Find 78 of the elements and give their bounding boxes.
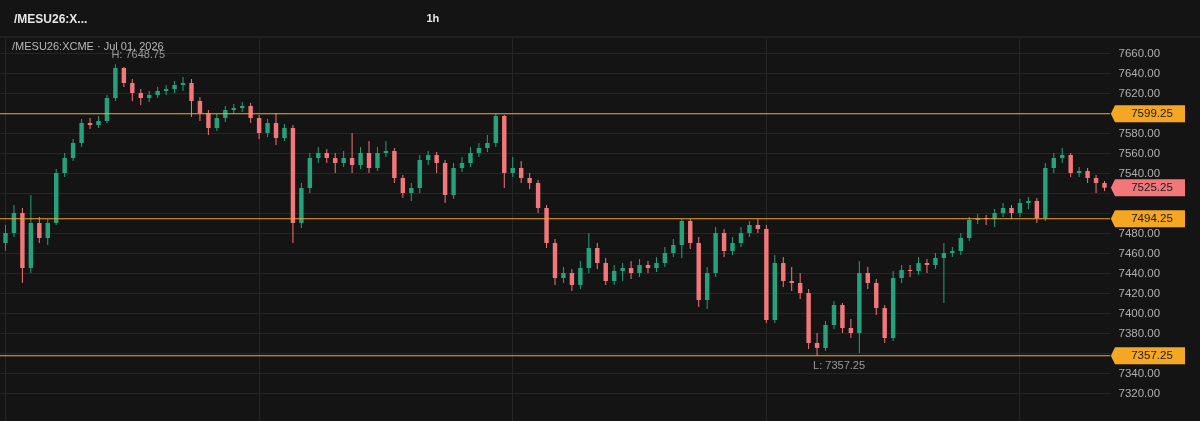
- candlestick: [958, 232, 964, 256]
- candlestick: [789, 266, 794, 292]
- candlestick: [831, 300, 837, 330]
- y-tick-label: 7380.00: [1118, 326, 1161, 339]
- candlestick: [688, 218, 693, 250]
- candlestick: [662, 246, 668, 268]
- candlestick: [197, 96, 203, 122]
- candlestick: [37, 216, 42, 244]
- candlestick: [273, 112, 279, 146]
- candlestick: [45, 218, 50, 246]
- y-tick-label: 7320.00: [1118, 386, 1161, 399]
- candlestick: [586, 232, 592, 274]
- candlestick: [248, 102, 253, 124]
- candlestick: [721, 228, 727, 258]
- candlestick: [645, 260, 651, 274]
- ref-line-label: 7599.25: [1131, 106, 1173, 119]
- candlestick: [603, 257, 608, 286]
- candlestick: [358, 146, 363, 170]
- y-tick-label: 7480.00: [1118, 226, 1161, 239]
- y-tick-label: 7440.00: [1118, 266, 1161, 279]
- candlestick: [3, 224, 8, 252]
- candlestick: [468, 146, 473, 168]
- y-tick-label: 7340.00: [1118, 366, 1161, 379]
- candlestick: [1034, 197, 1040, 224]
- y-tick-label: 7580.00: [1118, 126, 1161, 139]
- candlestick: [256, 114, 262, 140]
- candlestick: [569, 268, 575, 292]
- annotation: L: 7357.25: [813, 358, 866, 371]
- candlestick: [1068, 152, 1073, 178]
- candlestick: [400, 174, 406, 199]
- candlestick: [189, 78, 194, 118]
- y-tick-label: 7620.00: [1118, 86, 1161, 99]
- candlestick: [476, 142, 482, 158]
- candlestick: [738, 226, 744, 248]
- candlestick: [518, 160, 524, 184]
- candlestick: [375, 146, 380, 172]
- candlestick: [907, 264, 913, 278]
- candlestick: [595, 242, 600, 270]
- candlestick: [349, 132, 355, 174]
- candlestick: [206, 109, 211, 136]
- candlestick: [840, 302, 845, 334]
- candlestick: [332, 152, 338, 174]
- candlestick: [1000, 202, 1006, 218]
- candlestick: [967, 216, 972, 242]
- candlestick: [1093, 174, 1099, 194]
- text: 7525.25: [1131, 180, 1173, 193]
- y-tick-label: 7420.00: [1118, 286, 1161, 299]
- candlestick: [62, 152, 67, 178]
- y-tick-label: 7400.00: [1118, 306, 1161, 319]
- candlestick: [130, 78, 135, 102]
- candlestick: [121, 66, 127, 88]
- candlestick: [797, 272, 803, 300]
- candlestick: [578, 260, 583, 290]
- candlestick: [941, 242, 947, 304]
- candlestick: [79, 118, 84, 148]
- candlestick: [628, 260, 634, 280]
- candlestick: [823, 320, 828, 352]
- candlestick: [510, 156, 515, 178]
- candlestick: [848, 318, 854, 339]
- ref-line-label: 7357.25: [1131, 348, 1173, 361]
- text: /MESU26:X...: [14, 12, 88, 26]
- candlestick: [814, 332, 820, 357]
- y-tick-label: 7460.00: [1118, 246, 1161, 259]
- candlestick: [1051, 152, 1056, 174]
- candlestick: [865, 266, 871, 290]
- y-tick-label: 7640.00: [1118, 66, 1161, 79]
- y-tick-label: 7540.00: [1118, 166, 1161, 179]
- candlestick: [679, 218, 685, 259]
- candlestick: [366, 140, 372, 174]
- y-tick-label: 7560.00: [1118, 146, 1161, 159]
- candlestick: [70, 138, 76, 162]
- ref-line-label: 7494.25: [1131, 211, 1173, 224]
- candlestick: [611, 264, 617, 286]
- candlestick: [434, 151, 439, 174]
- candlestick: [781, 256, 786, 288]
- text: 1h: [426, 12, 440, 24]
- candlestick: [459, 156, 465, 173]
- y-tick-label: 7660.00: [1118, 46, 1161, 59]
